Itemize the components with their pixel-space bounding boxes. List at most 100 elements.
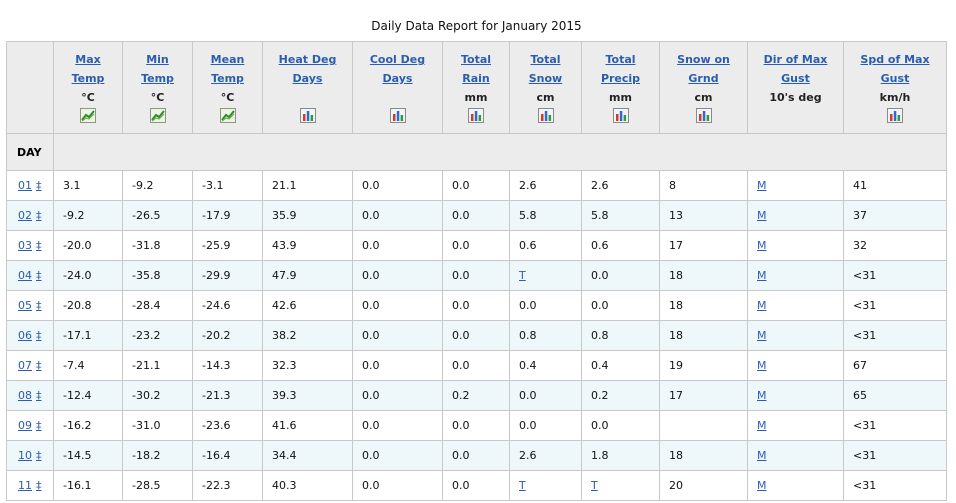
trace-link[interactable]: T bbox=[519, 269, 526, 282]
data-cell: 0.4 bbox=[581, 350, 660, 381]
column-unit: °C bbox=[220, 91, 235, 104]
data-cell: 0.0 bbox=[352, 290, 443, 321]
data-cell: -25.9 bbox=[192, 230, 263, 261]
table-row: 11 ‡ -16.1 -28.5 -22.3 40.3 0.0 0.0 T T 20 M <31 bbox=[6, 470, 947, 501]
hourly-data-link[interactable]: ‡ bbox=[36, 419, 42, 432]
column-header-link[interactable]: Total Precip bbox=[600, 53, 641, 85]
missing-data-link[interactable]: M bbox=[757, 239, 767, 252]
hourly-data-link[interactable]: ‡ bbox=[36, 479, 42, 492]
data-cell: 0.0 bbox=[442, 230, 510, 261]
data-cell: -28.4 bbox=[122, 290, 193, 321]
day-link[interactable]: 09 bbox=[18, 419, 32, 432]
day-link[interactable]: 08 bbox=[18, 389, 32, 402]
missing-data-link[interactable]: M bbox=[757, 479, 767, 492]
hourly-data-link[interactable]: ‡ bbox=[36, 179, 42, 192]
bar-chart-icon[interactable] bbox=[299, 108, 316, 123]
data-cell: 35.9 bbox=[262, 200, 353, 231]
day-link[interactable]: 07 bbox=[18, 359, 32, 372]
data-cell: M bbox=[747, 410, 844, 441]
bar-chart-icon[interactable] bbox=[468, 108, 484, 123]
table-row: 05 ‡ -20.8 -28.4 -24.6 42.6 0.0 0.0 0.0 0.0 18 M <31 bbox=[6, 290, 947, 321]
missing-data-link[interactable]: M bbox=[757, 209, 767, 222]
data-cell: 42.6 bbox=[262, 290, 353, 321]
missing-data-link[interactable]: M bbox=[757, 449, 767, 462]
column-unit: °C bbox=[81, 91, 95, 104]
hourly-data-link[interactable]: ‡ bbox=[36, 359, 42, 372]
hourly-data-link[interactable]: ‡ bbox=[36, 389, 42, 402]
day-link[interactable]: 04 bbox=[18, 269, 32, 282]
data-cell: -31.8 bbox=[122, 230, 193, 261]
data-cell: 0.0 bbox=[352, 260, 443, 291]
column-header-link[interactable]: Max Temp bbox=[71, 53, 105, 85]
hourly-data-link[interactable]: ‡ bbox=[36, 449, 42, 462]
column-header-link[interactable]: Cool Deg Days bbox=[369, 53, 426, 85]
bar-chart-icon[interactable] bbox=[695, 108, 712, 123]
data-cell: 47.9 bbox=[262, 260, 353, 291]
data-cell: 43.9 bbox=[262, 230, 353, 261]
column-header-link[interactable]: Mean Temp bbox=[210, 53, 245, 85]
data-cell: -23.2 bbox=[122, 320, 193, 351]
hourly-data-link[interactable]: ‡ bbox=[36, 299, 42, 312]
bar-chart-icon[interactable] bbox=[612, 108, 629, 123]
column-header-link[interactable]: Dir of Max Gust bbox=[763, 53, 828, 85]
day-link[interactable]: 05 bbox=[18, 299, 32, 312]
data-cell: -17.1 bbox=[53, 320, 123, 351]
data-cell: M bbox=[747, 440, 844, 471]
data-cell: -29.9 bbox=[192, 260, 263, 291]
day-cell: 09 ‡ bbox=[6, 410, 54, 441]
column-header-link[interactable]: Total Rain bbox=[460, 53, 492, 85]
missing-data-link[interactable]: M bbox=[757, 299, 767, 312]
data-cell: -26.5 bbox=[122, 200, 193, 231]
day-link[interactable]: 02 bbox=[18, 209, 32, 222]
missing-data-link[interactable]: M bbox=[757, 389, 767, 402]
missing-data-link[interactable]: M bbox=[757, 179, 767, 192]
hourly-data-link[interactable]: ‡ bbox=[36, 239, 42, 252]
missing-data-link[interactable]: M bbox=[757, 419, 767, 432]
day-cell: 05 ‡ bbox=[6, 290, 54, 321]
data-cell: <31 bbox=[843, 470, 947, 501]
hourly-data-link[interactable]: ‡ bbox=[36, 269, 42, 282]
missing-data-link[interactable]: M bbox=[757, 269, 767, 282]
trace-link[interactable]: T bbox=[519, 479, 526, 492]
missing-data-link[interactable]: M bbox=[757, 329, 767, 342]
data-cell: 0.0 bbox=[442, 320, 510, 351]
data-cell: 18 bbox=[659, 320, 748, 351]
column-header-link[interactable]: Heat Deg Days bbox=[278, 53, 337, 85]
day-link[interactable]: 10 bbox=[18, 449, 32, 462]
data-cell: -24.6 bbox=[192, 290, 263, 321]
data-cell: -3.1 bbox=[192, 170, 263, 201]
day-link[interactable]: 01 bbox=[18, 179, 32, 192]
column-header-link[interactable]: Snow on Grnd bbox=[677, 53, 730, 85]
line-chart-icon[interactable] bbox=[149, 108, 166, 123]
day-link[interactable]: 06 bbox=[18, 329, 32, 342]
data-cell: 2.6 bbox=[509, 170, 582, 201]
column-header-link[interactable]: Spd of Max Gust bbox=[860, 53, 930, 85]
data-cell: 0.0 bbox=[509, 380, 582, 411]
data-cell: 0.0 bbox=[352, 230, 443, 261]
table-row: 07 ‡ -7.4 -21.1 -14.3 32.3 0.0 0.0 0.4 0.4 19 M 67 bbox=[6, 350, 947, 381]
column-header-link[interactable]: Total Snow bbox=[528, 53, 563, 85]
data-cell: 0.0 bbox=[442, 290, 510, 321]
line-chart-icon[interactable] bbox=[80, 108, 96, 123]
day-link[interactable]: 11 bbox=[18, 479, 32, 492]
hourly-data-link[interactable]: ‡ bbox=[36, 329, 42, 342]
trace-link[interactable]: T bbox=[591, 479, 598, 492]
bar-chart-icon[interactable] bbox=[887, 108, 903, 123]
day-link[interactable]: 03 bbox=[18, 239, 32, 252]
data-cell: 0.0 bbox=[442, 200, 510, 231]
data-cell: -16.1 bbox=[53, 470, 123, 501]
data-cell: -9.2 bbox=[53, 200, 123, 231]
column-header-link[interactable]: Min Temp bbox=[141, 53, 174, 85]
hourly-data-link[interactable]: ‡ bbox=[36, 209, 42, 222]
data-cell: 0.0 bbox=[509, 290, 582, 321]
data-cell: 18 bbox=[659, 260, 748, 291]
data-cell: M bbox=[747, 290, 844, 321]
missing-data-link[interactable]: M bbox=[757, 359, 767, 372]
bar-chart-icon[interactable] bbox=[537, 108, 554, 123]
column-header: Spd of Max Gust km/h bbox=[843, 41, 947, 134]
column-unit: 10's deg bbox=[769, 91, 822, 104]
day-label-row: DAY bbox=[6, 133, 947, 171]
bar-chart-icon[interactable] bbox=[389, 108, 406, 123]
data-cell: 0.2 bbox=[442, 380, 510, 411]
line-chart-icon[interactable] bbox=[219, 108, 236, 123]
